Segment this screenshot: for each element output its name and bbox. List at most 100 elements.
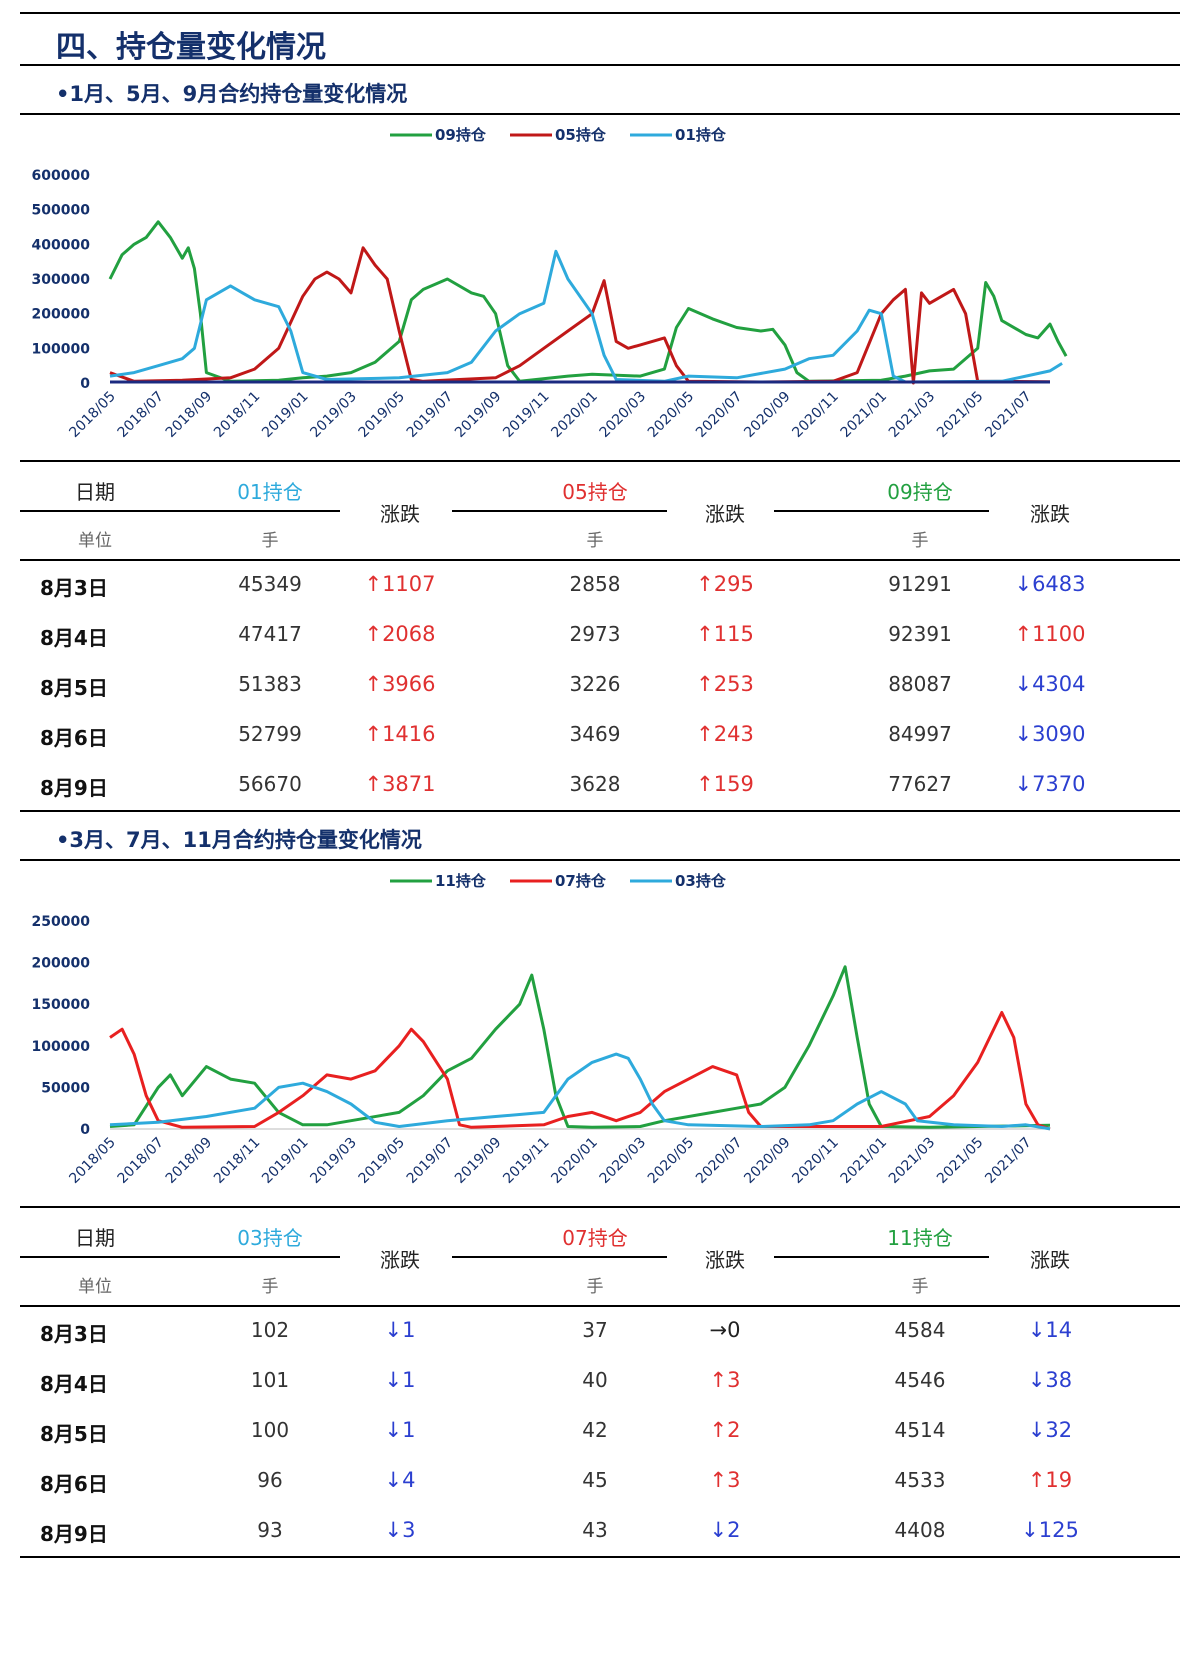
series-line-0 <box>109 965 1051 1129</box>
row-change-1: ↑1416 <box>364 722 436 746</box>
table-1-5-9-open-interest: 日期 单位 01持仓手 涨跌 05持仓手 涨跌 09持仓手 涨跌 8月3日 45349 ↑1107 2… <box>20 460 1180 812</box>
row-change-2: ↑253 <box>696 672 754 696</box>
x-tick-label: 2021/01 <box>838 1135 890 1187</box>
header-rule-1 <box>20 510 340 512</box>
column-unit-1: 手 <box>586 1277 604 1297</box>
row-date: 8月5日 <box>40 676 108 700</box>
y-tick-label: 200000 <box>32 307 91 323</box>
row-value-2: 3226 <box>569 672 621 696</box>
column-header-2: 09持仓 <box>887 480 953 504</box>
row-change-3: ↓6483 <box>1014 572 1086 596</box>
row-date: 8月6日 <box>40 726 108 750</box>
x-tick-label: 2018/11 <box>211 389 263 441</box>
x-tick-label: 2019/03 <box>307 389 359 441</box>
header-bottom-rule <box>20 1305 1180 1307</box>
row-value-1: 101 <box>250 1368 290 1392</box>
y-tick-label: 200000 <box>32 956 91 972</box>
row-value-3: 84997 <box>888 722 952 746</box>
row-value-1: 51383 <box>238 672 302 696</box>
header-bottom-rule <box>20 559 1180 561</box>
row-date: 8月3日 <box>40 576 108 600</box>
change-header-1: 涨跌 <box>705 502 745 526</box>
row-change-2: ↑243 <box>696 722 754 746</box>
row-value-1: 56670 <box>238 772 302 796</box>
header-rule-1 <box>20 1256 340 1258</box>
y-tick-label: 300000 <box>32 272 91 288</box>
y-tick-label: 150000 <box>32 997 91 1013</box>
table-bottom-rule <box>20 1556 1180 1558</box>
row-value-3: 4408 <box>894 1518 946 1542</box>
x-tick-label: 2020/05 <box>645 1135 697 1187</box>
row-value-2: 43 <box>582 1518 608 1542</box>
x-tick-label: 2019/11 <box>500 1135 552 1187</box>
legend-item-1: 05持仓 <box>510 126 607 144</box>
row-date: 8月9日 <box>40 776 108 800</box>
change-header-0: 涨跌 <box>380 1248 420 1272</box>
series-line-2 <box>109 1052 1051 1131</box>
row-change-3: ↓38 <box>1027 1368 1073 1392</box>
row-change-3: ↓4304 <box>1014 672 1086 696</box>
x-tick-label: 2019/07 <box>404 1135 456 1187</box>
x-tick-label: 2018/07 <box>115 1135 167 1187</box>
x-tick-label: 2021/07 <box>982 1135 1034 1187</box>
row-change-2: ↑295 <box>696 572 754 596</box>
row-date: 8月9日 <box>40 1522 108 1546</box>
column-header-0: 03持仓 <box>237 1226 303 1250</box>
date-header: 日期 <box>75 1226 115 1250</box>
row-change-1: ↑3871 <box>364 772 436 796</box>
column-unit-2: 手 <box>911 531 929 551</box>
legend-label: 05持仓 <box>555 126 607 144</box>
header-rule-2 <box>452 1256 667 1258</box>
row-value-1: 93 <box>257 1518 283 1542</box>
column-header-0: 01持仓 <box>237 480 303 504</box>
x-tick-label: 2021/05 <box>934 1135 986 1187</box>
row-change-2: ↑3 <box>709 1468 741 1492</box>
y-tick-label: 100000 <box>32 1039 91 1055</box>
x-tick-label: 2018/11 <box>211 1135 263 1187</box>
chart-3-7-11-open-interest: 11持仓 07持仓 03持仓 0 50000 100000 150000 200000 2500… <box>32 872 1051 1187</box>
column-header-1: 07持仓 <box>562 1226 628 1250</box>
legend-label: 11持仓 <box>435 872 487 890</box>
table-3-7-11-open-interest: 日期 单位 03持仓手 涨跌 07持仓手 涨跌 11持仓手 涨跌 8月3日 102 ↓1 37 →0 45… <box>20 1206 1180 1558</box>
row-value-1: 100 <box>250 1418 290 1442</box>
series-line-0 <box>108 220 1068 383</box>
x-tick-label: 2020/03 <box>597 389 649 441</box>
row-change-1: ↑1107 <box>364 572 436 596</box>
row-change-1: ↓1 <box>384 1418 416 1442</box>
legend-item-1: 07持仓 <box>510 872 607 890</box>
x-tick-label: 2018/05 <box>66 1135 118 1187</box>
x-tick-label: 2020/09 <box>741 389 793 441</box>
legend-item-2: 03持仓 <box>630 872 727 890</box>
row-change-2: →0 <box>709 1318 741 1342</box>
row-value-2: 3469 <box>569 722 621 746</box>
x-tick-label: 2019/05 <box>356 389 408 441</box>
row-change-2: ↑2 <box>709 1418 741 1442</box>
row-value-1: 52799 <box>238 722 302 746</box>
row-value-2: 37 <box>582 1318 608 1342</box>
row-change-1: ↑2068 <box>364 622 436 646</box>
top-rule <box>20 12 1180 14</box>
row-value-1: 102 <box>250 1318 290 1342</box>
row-change-1: ↑3966 <box>364 672 436 696</box>
row-change-2: ↑159 <box>696 772 754 796</box>
date-header: 日期 <box>75 480 115 504</box>
row-value-1: 47417 <box>238 622 302 646</box>
x-tick-label: 2020/11 <box>789 389 841 441</box>
change-header-2: 涨跌 <box>1030 1248 1070 1272</box>
row-value-2: 3628 <box>569 772 621 796</box>
change-header-1: 涨跌 <box>705 1248 745 1272</box>
x-tick-label: 2018/09 <box>163 389 215 441</box>
x-tick-label: 2019/09 <box>452 389 504 441</box>
row-change-3: ↑19 <box>1027 1468 1073 1492</box>
x-tick-label: 2018/05 <box>66 389 118 441</box>
x-tick-label: 2019/07 <box>404 389 456 441</box>
chart-1-5-9-open-interest: 09持仓 05持仓 01持仓 0 100000 200000 300000 400000 500… <box>32 126 1068 441</box>
x-tick-label: 2019/09 <box>452 1135 504 1187</box>
row-change-3: ↓125 <box>1021 1518 1079 1542</box>
row-value-3: 88087 <box>888 672 952 696</box>
section-1-rule <box>20 113 1180 115</box>
header-rule-2 <box>452 510 667 512</box>
row-change-1: ↓3 <box>384 1518 416 1542</box>
row-date: 8月6日 <box>40 1472 108 1496</box>
x-tick-label: 2019/01 <box>259 389 311 441</box>
